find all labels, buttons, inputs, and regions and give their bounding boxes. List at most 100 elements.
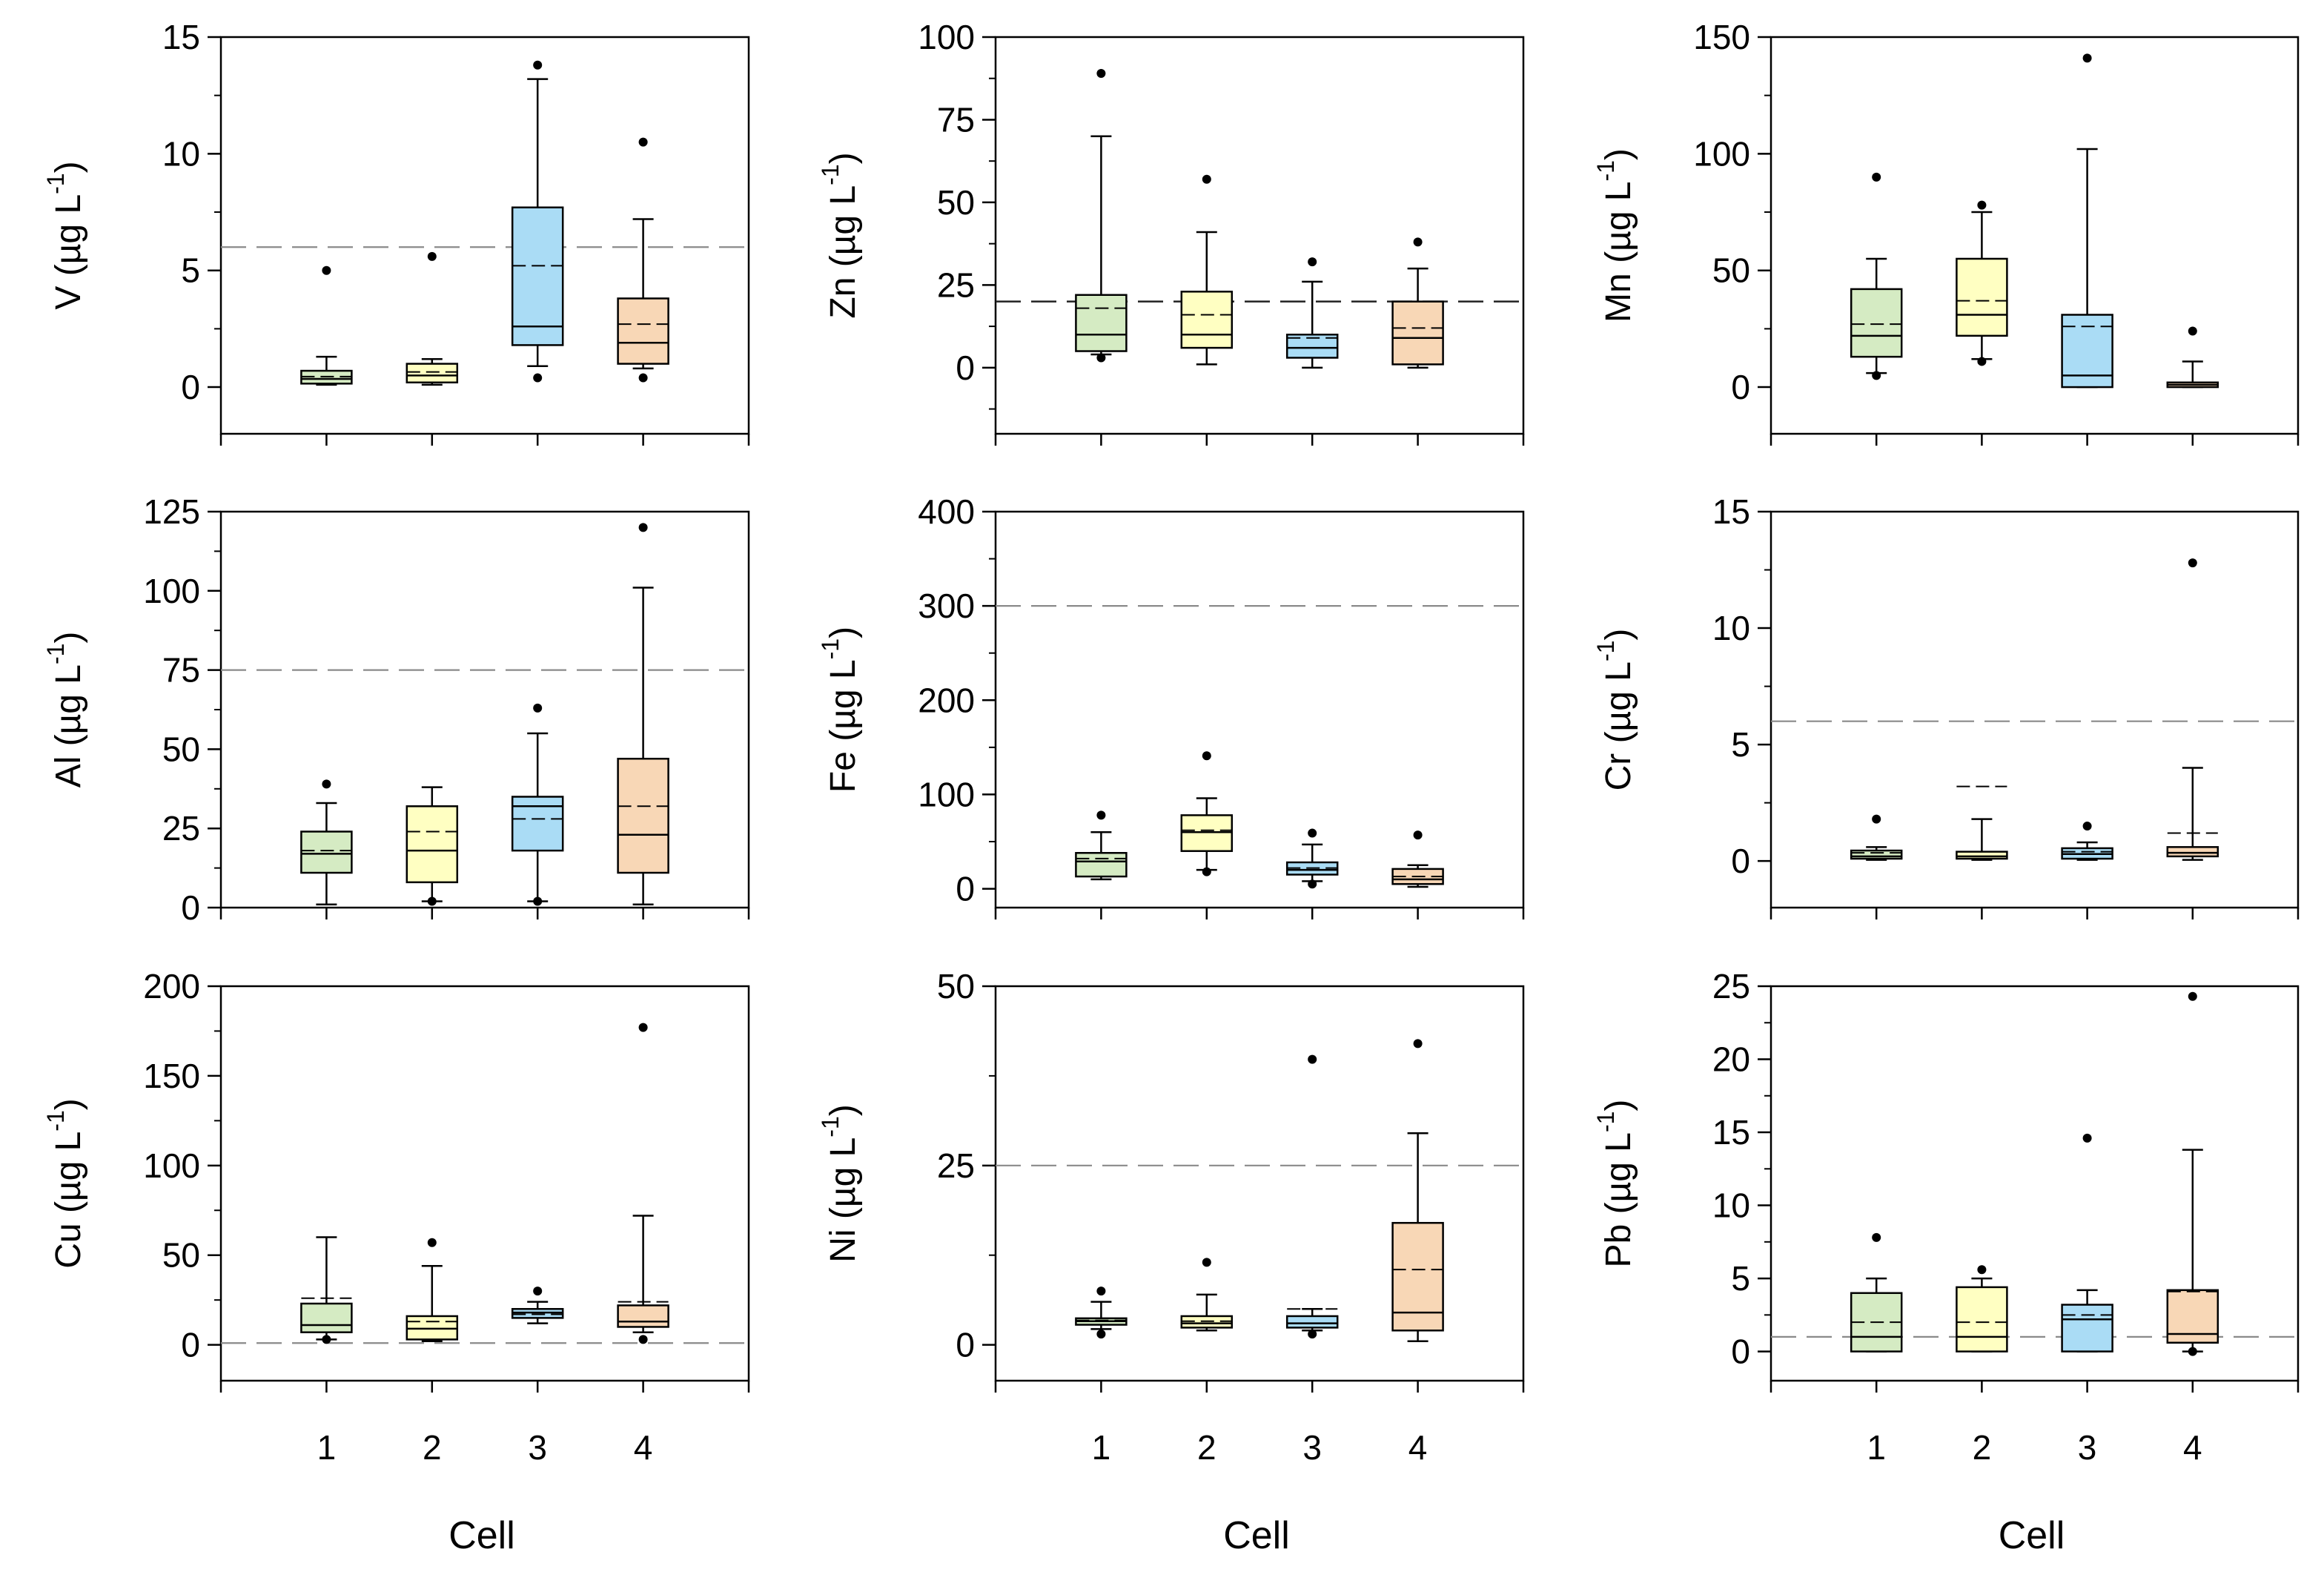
y-tick-label: 0 bbox=[1731, 1332, 1750, 1371]
box-iqr bbox=[1391, 1221, 1444, 1332]
x-tick-label: 1 bbox=[1092, 1428, 1111, 1467]
y-tick-label: 15 bbox=[1712, 492, 1750, 531]
box-iqr bbox=[617, 297, 669, 365]
box-iqr bbox=[300, 1302, 353, 1333]
plot-frame bbox=[219, 985, 750, 1382]
y-tick-label: 50 bbox=[937, 183, 975, 222]
box-iqr bbox=[1075, 294, 1128, 352]
outlier-point bbox=[638, 1335, 648, 1344]
y-tick-label: 50 bbox=[162, 730, 200, 768]
outlier-point bbox=[1308, 257, 1317, 267]
box-cell-2 bbox=[405, 1238, 459, 1343]
outlier-point bbox=[1413, 237, 1423, 247]
y-tick-label: 50 bbox=[937, 967, 975, 1005]
box-cell-2 bbox=[1180, 174, 1234, 366]
outlier-point bbox=[533, 896, 543, 906]
y-tick-label: 400 bbox=[918, 492, 975, 531]
y-axis-title: Fe (µg L-1) bbox=[817, 627, 863, 793]
y-tick-label: 75 bbox=[937, 100, 975, 139]
y-tick-label: 20 bbox=[1712, 1040, 1750, 1079]
outlier-point bbox=[2188, 326, 2197, 336]
outlier-point bbox=[2082, 53, 2092, 63]
box-cell-2 bbox=[1180, 1258, 1234, 1332]
outlier-point bbox=[322, 779, 331, 789]
box-iqr bbox=[300, 830, 353, 874]
box-iqr bbox=[511, 796, 564, 852]
panel-cu: 0 50 100 150 200 Cu (µg L-1) 1 2 3 4 Cell bbox=[42, 967, 750, 1557]
outlier-point bbox=[1872, 1232, 1881, 1242]
outlier-point bbox=[427, 896, 437, 906]
box-cell-3 bbox=[2061, 53, 2113, 389]
outlier-point bbox=[1977, 200, 1987, 210]
y-tick-label: 0 bbox=[956, 870, 975, 908]
box-iqr bbox=[2166, 846, 2219, 858]
y-tick-label: 25 bbox=[162, 809, 200, 848]
box-iqr bbox=[1956, 851, 2008, 860]
outlier-point bbox=[1202, 751, 1211, 761]
y-tick-label: 200 bbox=[143, 967, 200, 1005]
y-tick-label: 0 bbox=[956, 1326, 975, 1364]
box-cell-4 bbox=[617, 523, 669, 905]
outlier-point bbox=[1872, 172, 1881, 182]
box-cell-3 bbox=[2061, 822, 2113, 861]
box-cell-3 bbox=[1285, 1054, 1339, 1339]
y-tick-label: 100 bbox=[143, 1146, 200, 1185]
x-tick-label: 2 bbox=[1197, 1428, 1216, 1467]
y-tick-label: 50 bbox=[162, 1236, 200, 1275]
x-tick-label: 4 bbox=[2183, 1428, 2202, 1467]
outlier-point bbox=[1096, 353, 1106, 363]
y-axis-title: Zn (µg L-1) bbox=[817, 152, 863, 318]
y-axis-title: Cu (µg L-1) bbox=[42, 1098, 88, 1269]
y-tick-label: 10 bbox=[1712, 609, 1750, 647]
panel-pb: 0 5 10 15 20 25 Pb (µg L-1) 1 2 3 4 Cell bbox=[1592, 967, 2300, 1557]
y-tick-label: 15 bbox=[162, 18, 200, 56]
y-tick-label: 15 bbox=[1712, 1113, 1750, 1152]
outlier-point bbox=[427, 1238, 437, 1247]
outlier-point bbox=[2082, 1133, 2092, 1143]
box-cell-1 bbox=[1850, 1232, 1903, 1353]
plot-frame bbox=[1770, 985, 2300, 1382]
box-iqr bbox=[1956, 1286, 2008, 1353]
x-tick-label: 1 bbox=[1867, 1428, 1886, 1467]
box-cell-4 bbox=[1391, 830, 1444, 888]
plot-frame bbox=[994, 985, 1525, 1382]
y-tick-label: 25 bbox=[937, 1146, 975, 1185]
y-tick-label: 25 bbox=[937, 265, 975, 304]
panel-v: 0 5 10 15 V (µg L-1) bbox=[42, 18, 750, 446]
plot-frame bbox=[994, 510, 1525, 909]
outlier-point bbox=[1872, 814, 1881, 824]
x-tick-label: 3 bbox=[2078, 1428, 2097, 1467]
box-iqr bbox=[1180, 291, 1234, 349]
x-axis-title: Cell bbox=[448, 1514, 515, 1557]
panel-al: 0 25 50 75 100 125 Al (µg L-1) bbox=[42, 492, 750, 927]
box-cell-4 bbox=[2166, 326, 2219, 389]
y-tick-label: 0 bbox=[181, 368, 200, 406]
box-cell-1 bbox=[1075, 69, 1128, 363]
outlier-point bbox=[322, 1335, 331, 1344]
y-axis-title: Ni (µg L-1) bbox=[817, 1104, 863, 1262]
y-tick-label: 25 bbox=[1712, 967, 1750, 1005]
outlier-point bbox=[1308, 1330, 1317, 1339]
outlier-point bbox=[1308, 828, 1317, 838]
box-cell-2 bbox=[1180, 751, 1234, 876]
outlier-point bbox=[638, 373, 648, 383]
y-tick-label: 150 bbox=[1693, 18, 1750, 56]
y-tick-label: 100 bbox=[143, 572, 200, 610]
box-cell-4 bbox=[1391, 237, 1444, 369]
box-iqr bbox=[1956, 257, 2008, 337]
box-iqr bbox=[405, 363, 459, 384]
plot-frame bbox=[1770, 36, 2300, 435]
plot-frame bbox=[219, 510, 750, 909]
x-tick-label: 4 bbox=[634, 1428, 653, 1467]
outlier-point bbox=[638, 1023, 648, 1032]
box-cell-1 bbox=[300, 1236, 353, 1344]
box-cell-3 bbox=[511, 60, 564, 383]
box-iqr bbox=[1075, 852, 1128, 878]
box-cell-4 bbox=[617, 1023, 669, 1344]
outlier-point bbox=[1096, 1287, 1106, 1296]
outlier-point bbox=[1308, 879, 1317, 889]
box-iqr bbox=[1180, 814, 1234, 852]
box-cell-1 bbox=[1075, 1287, 1128, 1339]
box-iqr bbox=[1285, 1315, 1339, 1329]
outlier-point bbox=[2082, 822, 2092, 831]
